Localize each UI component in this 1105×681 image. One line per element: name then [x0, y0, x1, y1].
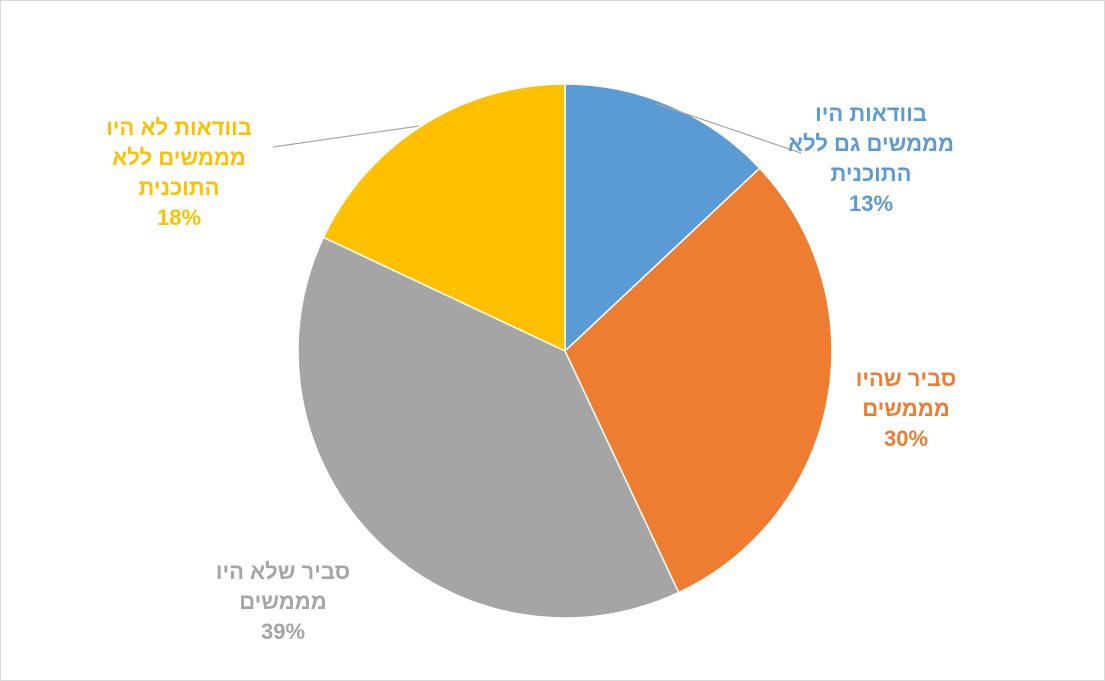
slice-label-line-1-0: סביר שהיו [856, 366, 957, 391]
slice-label-line-0-1: מממשים גם ללא [788, 131, 954, 156]
slice-label-line-0-0: בוודאות היו [815, 101, 927, 126]
slice-value-label-1: 30% [884, 426, 928, 451]
pie-slice-0 [564, 83, 761, 353]
slice-label-1: סביר שהיו מממשים 30% [856, 366, 957, 451]
slice-value-label-2: 39% [261, 619, 305, 644]
pie-slice-2 [297, 236, 680, 619]
leader-line-3 [272, 125, 420, 148]
slice-label-3: בוודאות לא היו מממשים ללא התוכנית 18% [106, 115, 252, 230]
slice-value-label-3: 18% [157, 205, 201, 230]
slice-label-line-2-0: סביר שלא היו [216, 559, 350, 584]
slice-label-0: בוודאות היו מממשים גם ללא התוכנית 13% [788, 101, 954, 216]
slice-label-line-3-0: בוודאות לא היו [106, 115, 252, 140]
slice-label-line-3-1: מממשים ללא [112, 145, 246, 170]
slice-value-label-0: 13% [849, 191, 893, 216]
slice-label-2: סביר שלא היו מממשים 39% [216, 559, 350, 644]
slice-label-line-2-1: מממשים [239, 589, 326, 614]
leader-line-0 [656, 103, 802, 154]
slice-label-line-0-2: התוכנית [831, 161, 912, 186]
slice-label-line-1-1: מממשים [862, 396, 949, 421]
pie-slice-1 [564, 167, 833, 594]
pie-slice-3 [322, 83, 566, 353]
slice-label-line-3-2: התוכנית [139, 175, 220, 200]
